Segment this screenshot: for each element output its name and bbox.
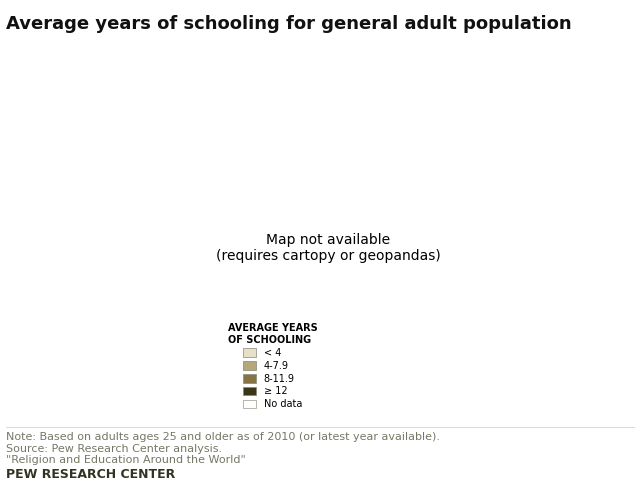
Text: Map not available
(requires cartopy or geopandas): Map not available (requires cartopy or g… [216,233,440,263]
Legend: < 4, 4-7.9, 8-11.9, ≥ 12, No data: < 4, 4-7.9, 8-11.9, ≥ 12, No data [224,319,321,413]
Text: Average years of schooling for general adult population: Average years of schooling for general a… [6,15,572,33]
Text: Note: Based on adults ages 25 and older as of 2010 (or latest year available).
S: Note: Based on adults ages 25 and older … [6,432,440,465]
Text: PEW RESEARCH CENTER: PEW RESEARCH CENTER [6,468,175,481]
